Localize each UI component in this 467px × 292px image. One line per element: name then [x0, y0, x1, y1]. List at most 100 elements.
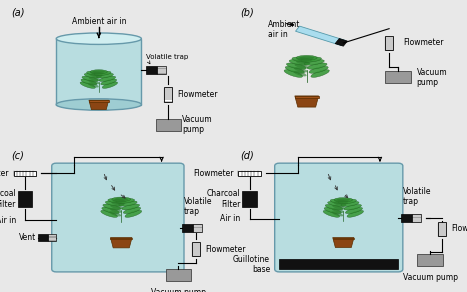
- FancyBboxPatch shape: [146, 66, 157, 74]
- FancyBboxPatch shape: [192, 242, 200, 256]
- Ellipse shape: [301, 57, 321, 62]
- Ellipse shape: [284, 70, 303, 77]
- Text: Flowmeter: Flowmeter: [193, 169, 234, 178]
- FancyBboxPatch shape: [417, 254, 443, 267]
- FancyBboxPatch shape: [166, 269, 191, 281]
- Polygon shape: [89, 100, 109, 110]
- Ellipse shape: [328, 201, 346, 206]
- FancyBboxPatch shape: [238, 171, 261, 176]
- Ellipse shape: [111, 201, 124, 206]
- Ellipse shape: [56, 99, 142, 110]
- Ellipse shape: [113, 199, 126, 203]
- Ellipse shape: [344, 204, 361, 210]
- FancyBboxPatch shape: [275, 163, 403, 272]
- Ellipse shape: [56, 33, 142, 44]
- Ellipse shape: [297, 58, 312, 62]
- Text: Vacuum pump: Vacuum pump: [403, 273, 458, 282]
- Ellipse shape: [119, 201, 137, 206]
- FancyBboxPatch shape: [333, 238, 354, 239]
- FancyBboxPatch shape: [156, 119, 181, 131]
- Text: Vacuum
pump: Vacuum pump: [182, 115, 212, 134]
- Ellipse shape: [332, 211, 343, 216]
- Ellipse shape: [102, 82, 118, 88]
- Text: (a): (a): [11, 7, 25, 17]
- Text: Volatile
trap: Volatile trap: [184, 197, 212, 216]
- FancyBboxPatch shape: [14, 171, 36, 176]
- Ellipse shape: [106, 201, 124, 206]
- Text: (b): (b): [241, 7, 254, 17]
- Ellipse shape: [88, 83, 99, 88]
- Ellipse shape: [341, 201, 359, 206]
- Text: (d): (d): [241, 150, 254, 160]
- Ellipse shape: [101, 210, 118, 217]
- Ellipse shape: [92, 70, 105, 73]
- Text: Flowmeter: Flowmeter: [177, 90, 218, 99]
- Ellipse shape: [110, 205, 123, 209]
- Ellipse shape: [89, 77, 100, 81]
- FancyBboxPatch shape: [335, 39, 347, 46]
- FancyBboxPatch shape: [89, 100, 109, 102]
- Ellipse shape: [293, 71, 307, 77]
- Ellipse shape: [307, 63, 327, 69]
- Ellipse shape: [292, 57, 312, 62]
- Ellipse shape: [297, 55, 317, 60]
- Ellipse shape: [289, 60, 310, 65]
- Text: Charcoal
Filter: Charcoal Filter: [0, 189, 16, 209]
- Ellipse shape: [90, 74, 102, 77]
- Ellipse shape: [97, 73, 113, 78]
- Ellipse shape: [99, 76, 116, 81]
- Ellipse shape: [84, 73, 101, 78]
- FancyBboxPatch shape: [56, 39, 142, 105]
- FancyBboxPatch shape: [401, 213, 412, 222]
- Text: Guillotine
base: Guillotine base: [233, 255, 270, 274]
- Ellipse shape: [324, 207, 341, 214]
- Ellipse shape: [123, 207, 141, 213]
- Ellipse shape: [81, 79, 97, 85]
- Ellipse shape: [323, 211, 340, 217]
- Polygon shape: [111, 238, 132, 248]
- Ellipse shape: [90, 70, 107, 74]
- Text: Flowmeter: Flowmeter: [205, 244, 246, 253]
- Text: Flowmeter: Flowmeter: [403, 39, 443, 48]
- FancyBboxPatch shape: [164, 88, 172, 102]
- FancyBboxPatch shape: [18, 191, 32, 207]
- FancyBboxPatch shape: [48, 234, 56, 241]
- Polygon shape: [295, 96, 318, 107]
- Ellipse shape: [109, 211, 121, 216]
- Ellipse shape: [309, 66, 328, 73]
- Ellipse shape: [334, 198, 353, 202]
- FancyBboxPatch shape: [438, 222, 446, 236]
- Ellipse shape: [295, 64, 309, 68]
- FancyBboxPatch shape: [193, 224, 202, 232]
- Polygon shape: [333, 238, 354, 248]
- Ellipse shape: [311, 70, 329, 77]
- Text: (c): (c): [11, 150, 24, 160]
- Ellipse shape: [333, 205, 345, 209]
- Text: Flowmeter: Flowmeter: [0, 169, 9, 178]
- Ellipse shape: [91, 72, 103, 75]
- Ellipse shape: [101, 79, 117, 85]
- Text: Volatile
trap: Volatile trap: [403, 187, 432, 206]
- Ellipse shape: [86, 71, 104, 75]
- Ellipse shape: [296, 60, 310, 65]
- Ellipse shape: [125, 210, 142, 217]
- Ellipse shape: [338, 199, 356, 204]
- Ellipse shape: [337, 198, 350, 201]
- Ellipse shape: [116, 199, 134, 203]
- Text: Vacuum
pump: Vacuum pump: [417, 68, 447, 87]
- FancyBboxPatch shape: [38, 234, 48, 241]
- Ellipse shape: [330, 199, 348, 204]
- Text: Air in: Air in: [220, 214, 241, 223]
- Ellipse shape: [108, 199, 127, 203]
- Text: Vent: Vent: [19, 233, 36, 242]
- Ellipse shape: [122, 204, 140, 210]
- FancyBboxPatch shape: [52, 163, 184, 272]
- Ellipse shape: [332, 208, 344, 213]
- FancyBboxPatch shape: [182, 224, 193, 232]
- Ellipse shape: [299, 56, 314, 60]
- Ellipse shape: [82, 76, 99, 81]
- Ellipse shape: [80, 82, 95, 88]
- Ellipse shape: [286, 63, 306, 69]
- Ellipse shape: [112, 197, 131, 201]
- Text: Ambient
air in: Ambient air in: [268, 20, 300, 39]
